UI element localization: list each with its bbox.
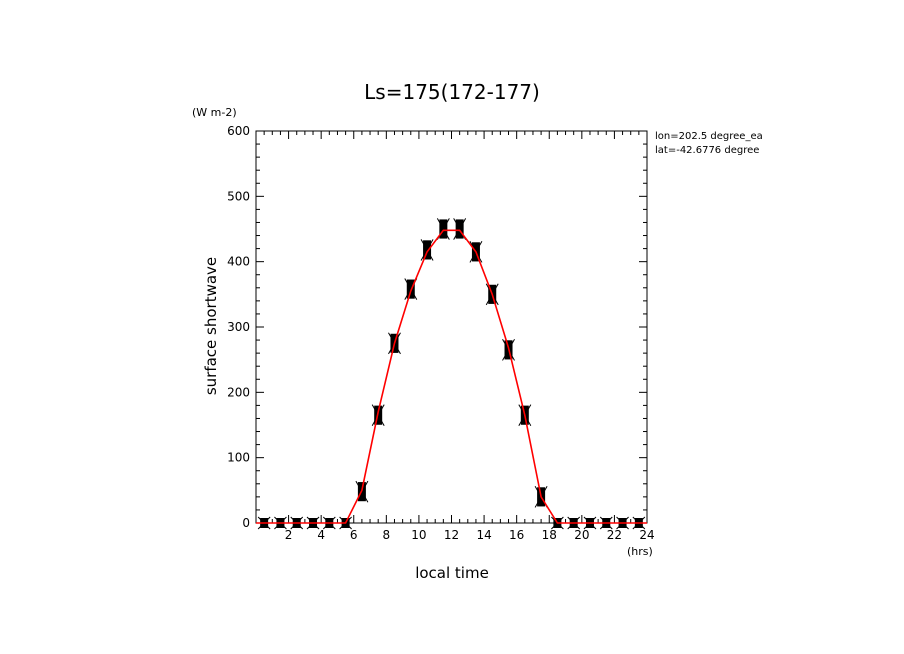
y-tick-label: 200 [227,385,250,399]
y-tick-label: 0 [242,516,250,530]
y-tick-label: 500 [227,189,250,203]
y-tick-label: 600 [227,124,250,138]
x-tick-label: 8 [383,528,391,542]
x-tick-label: 2 [285,528,293,542]
data-point-tick [420,239,434,261]
x-tick-label: 16 [509,528,524,542]
x-unit-label: (hrs) [627,545,653,558]
x-tick-label: 18 [542,528,557,542]
x-tick-label: 20 [574,528,589,542]
plot-frame [255,130,648,524]
x-tick-label: 22 [607,528,622,542]
y-tick-label: 300 [227,320,250,334]
y-unit-label: (W m-2) [192,106,237,119]
chart-title: Ls=175(172-177) [364,80,540,104]
annotation-lon: lon=202.5 degree_ea [655,131,763,142]
data-lines [256,229,647,524]
x-tick-label: 6 [350,528,358,542]
y-tick-label: 100 [227,451,250,465]
x-axis-title: local time [415,564,489,582]
annotation-lat: lat=-42.6776 degree [655,145,759,156]
x-tick-label: 12 [444,528,459,542]
x-tick-label: 10 [411,528,426,542]
data-point-tick [453,218,467,240]
data-markers [257,218,646,530]
y-axis-title: surface shortwave [202,257,220,395]
x-tick-label: 14 [476,528,491,542]
y-tick-label: 400 [227,255,250,269]
series-line [256,229,647,524]
x-tick-label: 4 [317,528,325,542]
x-tick-label: 24 [639,528,654,542]
